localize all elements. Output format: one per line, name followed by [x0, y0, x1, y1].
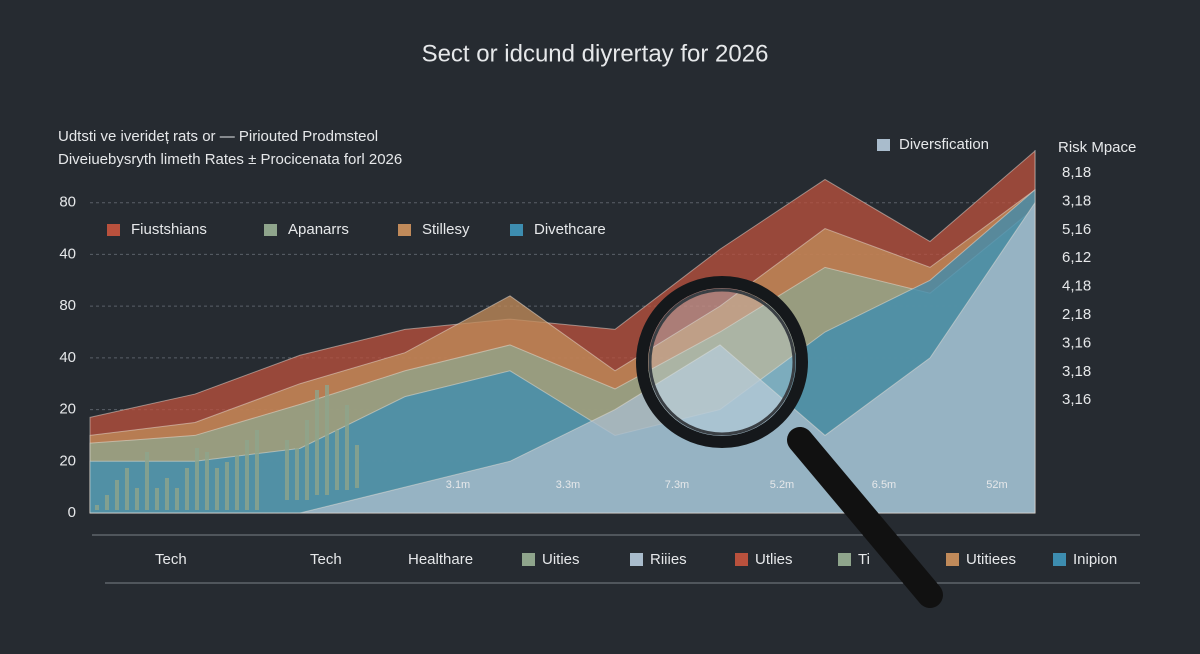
bottom-swatch [838, 553, 851, 566]
bottom-swatch [630, 553, 643, 566]
bottom-swatch [522, 553, 535, 566]
legend-label: Diversfication [899, 136, 989, 153]
bottom-label: Tech [310, 551, 342, 568]
y-tick-label: 0 [68, 504, 76, 521]
legend-swatch [107, 224, 120, 236]
y-tick-label: 80 [59, 297, 76, 314]
chart-title: Sect or idcund diyrertay for 2026 [422, 40, 769, 67]
y-tick-label: 40 [59, 349, 76, 366]
x-tick-label: 3.3m [556, 479, 580, 491]
y-tick-label: 80 [59, 194, 76, 211]
legend-label: Stillesy [422, 221, 470, 238]
right-axis-title: Risk Mpace [1058, 139, 1136, 156]
y-tick-label: 20 [59, 401, 76, 418]
right-tick-label: 3,18 [1062, 363, 1091, 380]
right-tick-label: 3,16 [1062, 334, 1091, 351]
right-tick-label: 3,18 [1062, 192, 1091, 209]
bottom-swatch [1053, 553, 1066, 566]
legend-label: Apanarrs [288, 221, 349, 238]
right-tick-label: 8,18 [1062, 164, 1091, 181]
marks: Fiustshians Apanarrs Stillesy Divethcare Div… [107, 136, 1117, 568]
bottom-swatch [946, 553, 959, 566]
right-tick-label: 2,18 [1062, 306, 1091, 323]
x-tick-label: 7.3m [665, 479, 689, 491]
y-tick-label: 40 [59, 245, 76, 262]
y-tick-label: 20 [59, 452, 76, 469]
bottom-label: Inipion [1073, 551, 1117, 568]
subtitle: Udtsti ve iverideț rats or — Piriouted P… [58, 128, 378, 145]
legend-swatch [510, 224, 523, 236]
bottom-label: Riiies [650, 551, 687, 568]
areas [89, 149, 1036, 514]
decor-bars [95, 385, 359, 510]
legend-label: Fiustshians [131, 221, 207, 238]
right-tick-label: 6,12 [1062, 249, 1091, 266]
x-tick-label: 3.1m [446, 479, 470, 491]
bottom-swatch [735, 553, 748, 566]
right-tick-label: 3,16 [1062, 391, 1091, 408]
x-tick-label: 52m [986, 479, 1007, 491]
legend-swatch [877, 139, 890, 151]
bottom-label: Uities [542, 551, 580, 568]
subtitle: Diveiuebysryth limeth Rates ± Procicenat… [58, 151, 402, 168]
x-tick-label: 6.5m [872, 479, 896, 491]
right-tick-label: 5,16 [1062, 221, 1091, 238]
magnifier [636, 276, 943, 608]
bottom-label: Healthare [408, 551, 473, 568]
x-tick-label: 5.2m [770, 479, 794, 491]
legend-label: Divethcare [534, 221, 606, 238]
right-tick-label: 4,18 [1062, 278, 1091, 295]
legend-swatch [398, 224, 411, 236]
bottom-label: Utlies [755, 551, 793, 568]
bottom-label: Utitiees [966, 551, 1016, 568]
bottom-label: Tech [155, 551, 187, 568]
legend-swatch [264, 224, 277, 236]
bottom-label: Ti [858, 551, 870, 568]
